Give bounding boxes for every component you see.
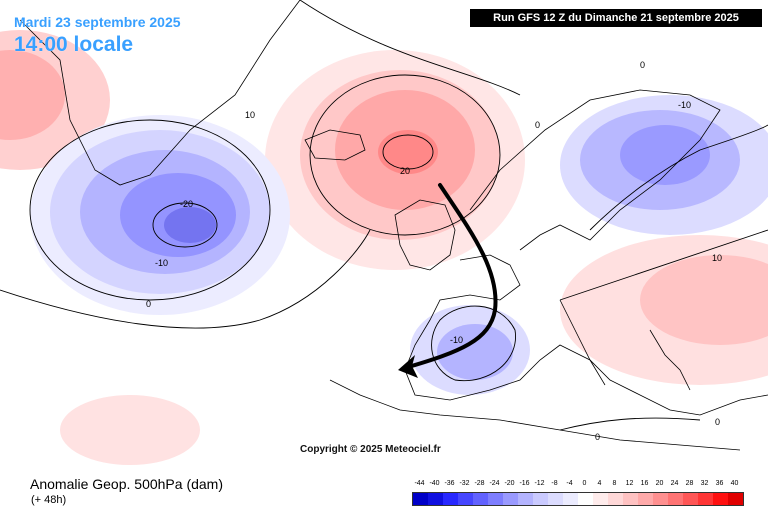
contour-zero-atlantic: [0, 229, 371, 329]
greece-coast: [649, 329, 691, 391]
scale-tick: 32: [700, 480, 709, 487]
geopotential-contours: [0, 0, 768, 431]
contour-label: 0: [535, 120, 540, 130]
scale-tick: -12: [534, 480, 545, 487]
north-africa-coast: [329, 379, 741, 451]
color-scale: [412, 492, 744, 506]
contour-iberia: [431, 305, 516, 382]
scale-cell: [623, 493, 638, 505]
anomaly-map: 10 -20 -10 0 20 0 -10 10 -10 0 0 0: [0, 0, 768, 465]
legend-ticks: -44 -40 -36 -32 -28 -24 -20 -16 -12 -8 -4 0 4 8 12 16 20…: [412, 480, 742, 490]
scale-cell: [443, 493, 458, 505]
contour-zero-north: [299, 0, 521, 96]
scale-tick: 16: [640, 480, 649, 487]
europe-coast: [404, 254, 768, 416]
contour-label: 0: [146, 299, 151, 309]
contour-label: -10: [450, 335, 463, 345]
contour-low-atlantic: [29, 119, 271, 301]
scale-cell: [503, 493, 518, 505]
scale-cell: [668, 493, 683, 505]
scale-cell: [413, 493, 428, 505]
scale-cell: [653, 493, 668, 505]
greenland-coast: [19, 0, 301, 186]
run-info: Run GFS 12 Z du Dimanche 21 septembre 20…: [470, 9, 762, 27]
contour-label: 0: [640, 60, 645, 70]
scale-cell: [458, 493, 473, 505]
scale-cell: [488, 493, 503, 505]
storm-track-arrow: [398, 183, 498, 378]
scale-tick: -8: [551, 480, 558, 487]
scale-cell: [593, 493, 608, 505]
positive-anomaly-south: [60, 395, 200, 465]
scale-cell: [608, 493, 623, 505]
scale-tick: 12: [625, 480, 634, 487]
scale-cell: [563, 493, 578, 505]
contour-low-scandinavia: [589, 124, 768, 231]
scale-tick: 28: [685, 480, 694, 487]
contour-label: -20: [180, 199, 193, 209]
scale-tick: 24: [670, 480, 679, 487]
anomaly-shading: [0, 30, 768, 465]
scale-tick: 0: [582, 480, 587, 487]
valid-time: 14:00 locale: [14, 33, 134, 56]
scale-cell: [578, 493, 593, 505]
product-title: Anomalie Geop. 500hPa (dam): [30, 476, 223, 492]
scale-tick: -28: [474, 480, 485, 487]
contour-label: 0: [715, 417, 720, 427]
scale-tick: 20: [655, 480, 664, 487]
contour-east: [559, 229, 768, 301]
british-isles-coast: [394, 199, 456, 271]
valid-date: Mardi 23 septembre 2025: [14, 14, 181, 30]
scale-cell: [713, 493, 728, 505]
scale-tick: 4: [597, 480, 602, 487]
lead-time: (+ 48h): [31, 494, 67, 506]
coastlines: [19, 0, 768, 451]
contour-south: [559, 417, 701, 431]
scale-tick: 8: [612, 480, 617, 487]
scale-tick: -4: [566, 480, 573, 487]
scale-tick: -24: [489, 480, 500, 487]
scandinavia-coast: [469, 89, 721, 251]
scale-cell: [638, 493, 653, 505]
contour-label: 10: [245, 110, 255, 120]
contour-label: 0: [595, 432, 600, 442]
italy-coast: [559, 299, 606, 386]
scale-cell: [533, 493, 548, 505]
contour-label: 20: [400, 166, 410, 176]
scale-cell: [728, 493, 743, 505]
copyright: Copyright © 2025 Meteociel.fr: [300, 444, 441, 455]
scale-tick: -20: [504, 480, 515, 487]
scale-tick: -16: [519, 480, 530, 487]
scale-cell: [473, 493, 488, 505]
arrow-head: [398, 355, 418, 378]
scale-tick: -40: [429, 480, 440, 487]
contour-label: 10: [712, 253, 722, 263]
contour-label: -10: [155, 258, 168, 268]
scale-cell: [428, 493, 443, 505]
contour-high-iceland: [309, 74, 501, 236]
scale-tick: 36: [715, 480, 724, 487]
scale-cell: [698, 493, 713, 505]
scale-cell: [683, 493, 698, 505]
contour-label: -10: [678, 100, 691, 110]
contour-labels: 10 -20 -10 0 20 0 -10 10 -10 0 0 0: [146, 60, 722, 442]
scale-tick: -32: [459, 480, 470, 487]
scale-cell: [518, 493, 533, 505]
scale-tick: -36: [444, 480, 455, 487]
iceland-coast: [304, 129, 366, 161]
scale-cell: [548, 493, 563, 505]
scale-tick: -44: [414, 480, 425, 487]
scale-tick: 40: [730, 480, 739, 487]
